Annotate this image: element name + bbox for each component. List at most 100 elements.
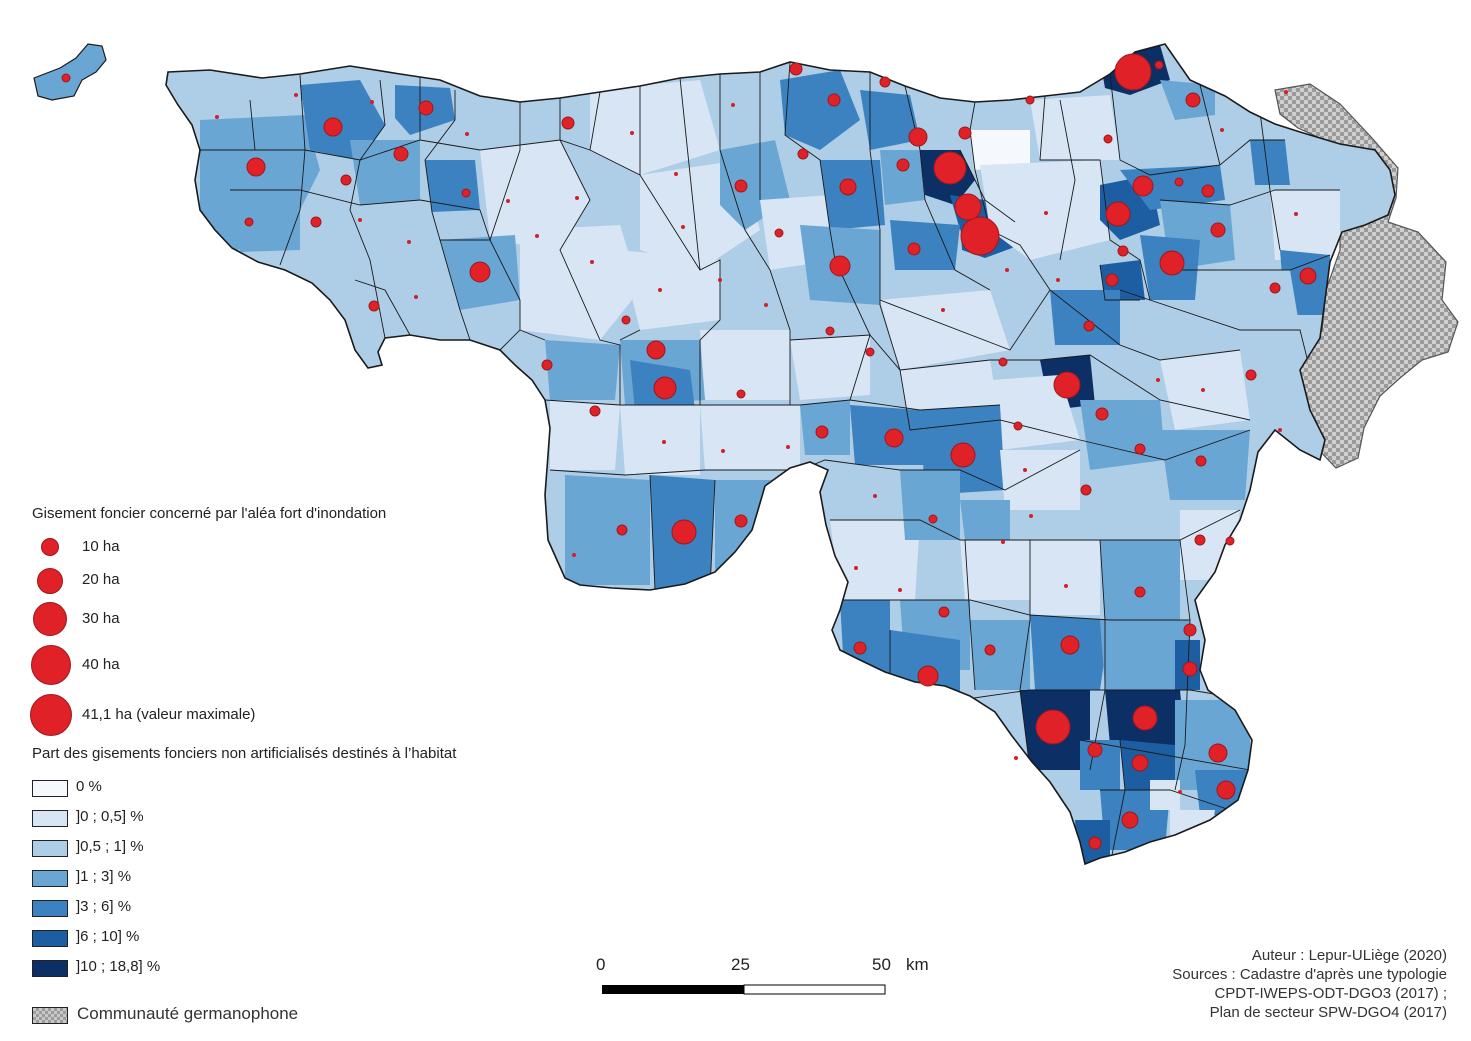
circle xyxy=(1105,273,1119,287)
circle xyxy=(907,242,921,256)
circle xyxy=(1185,92,1201,108)
circle xyxy=(1208,743,1228,763)
legend-swatch xyxy=(32,780,68,797)
circle xyxy=(1083,320,1095,332)
circle xyxy=(789,62,803,76)
legend-circle-max xyxy=(30,694,72,736)
circle xyxy=(839,178,857,196)
flood-circles xyxy=(61,53,1317,850)
circle xyxy=(1121,811,1139,829)
circle xyxy=(896,158,910,172)
legend-class-label: ]6 ; 10] % xyxy=(76,928,140,945)
legend-circle-label: 10 ha xyxy=(82,538,120,555)
legend-swatch xyxy=(32,870,68,887)
circle xyxy=(1201,184,1215,198)
circle xyxy=(1088,836,1102,850)
circle-legend: 10 ha 20 ha 30 ha 40 ha 41,1 ha (valeur … xyxy=(30,530,350,740)
circle xyxy=(1216,780,1236,800)
circle xyxy=(1183,623,1197,637)
circle xyxy=(954,193,982,221)
circle xyxy=(469,261,491,283)
circle xyxy=(1225,536,1235,546)
circle xyxy=(774,228,784,238)
scale-label-25: 25 xyxy=(731,955,750,974)
circle xyxy=(1154,60,1164,70)
circle xyxy=(1299,267,1317,285)
circle xyxy=(1087,742,1103,758)
exclave-comines xyxy=(33,43,107,101)
legend-class-label: ]10 ; 18,8] % xyxy=(76,958,161,975)
circle xyxy=(340,174,352,186)
circle xyxy=(884,428,904,448)
germanophone-swatch xyxy=(32,1007,68,1024)
legend-swatch xyxy=(32,930,68,947)
circle xyxy=(1159,250,1185,276)
circle xyxy=(1134,443,1146,455)
circle xyxy=(1195,455,1207,467)
circle xyxy=(561,116,575,130)
circle xyxy=(621,315,631,325)
credits-author: Auteur : Lepur-ULiège (2020) xyxy=(1251,947,1447,964)
circle xyxy=(1269,282,1281,294)
circle xyxy=(461,188,471,198)
circle xyxy=(616,524,628,536)
circle xyxy=(825,326,835,336)
circle xyxy=(933,151,967,185)
scale-label-50: 50 xyxy=(872,955,891,974)
scale-unit: km xyxy=(906,955,929,974)
circle xyxy=(653,376,677,400)
circle xyxy=(671,519,697,545)
circle xyxy=(1174,177,1184,187)
circle xyxy=(368,300,380,312)
circle xyxy=(938,606,950,618)
credits-sources-2: CPDT-IWEPS-ODT-DGO3 (2017) ; xyxy=(1214,985,1447,1002)
legend-circle-label: 30 ha xyxy=(82,610,120,627)
legend-circle-label: 41,1 ha (valeur maximale) xyxy=(82,706,256,723)
legend-circle-30 xyxy=(33,602,67,636)
circle xyxy=(1035,709,1071,745)
legend-swatch xyxy=(32,840,68,857)
credits-sources-3: Plan de secteur SPW-DGO4 (2017) xyxy=(1209,1004,1447,1021)
circle xyxy=(879,76,891,88)
legend-circle-10 xyxy=(41,538,59,556)
legend-swatch xyxy=(32,810,68,827)
scale-bar xyxy=(602,984,886,995)
circle xyxy=(1095,407,1109,421)
circle xyxy=(908,127,928,147)
circle xyxy=(827,93,841,107)
circle xyxy=(950,442,976,468)
circle xyxy=(646,340,666,360)
circle xyxy=(865,347,875,357)
legend-swatch xyxy=(32,900,68,917)
legend-circle-40 xyxy=(31,645,71,685)
circle xyxy=(815,425,829,439)
circle xyxy=(246,157,266,177)
circle xyxy=(1105,201,1131,227)
circle xyxy=(1025,95,1035,105)
circle xyxy=(323,117,343,137)
legend-class-label: ]1 ; 3] % xyxy=(76,868,132,885)
circle xyxy=(998,357,1008,367)
legend-class-label: ]0 ; 0,5] % xyxy=(76,808,144,825)
circle xyxy=(1053,371,1081,399)
legend-class-label: 0 % xyxy=(76,778,102,795)
circle xyxy=(393,146,409,162)
circle xyxy=(958,126,972,140)
circle xyxy=(1210,222,1226,238)
circle xyxy=(541,359,553,371)
commune-boundaries xyxy=(200,61,1340,864)
scale-label-0: 0 xyxy=(596,955,606,974)
legend-swatch xyxy=(32,960,68,977)
circle xyxy=(829,255,851,277)
circle xyxy=(1080,484,1092,496)
legend-class-label: ]3 ; 6] % xyxy=(76,898,132,915)
circle xyxy=(589,405,601,417)
legend-circle-20 xyxy=(37,568,63,594)
circle xyxy=(1132,175,1154,197)
circle xyxy=(917,665,939,687)
circle xyxy=(244,217,254,227)
circle xyxy=(734,179,748,193)
circle xyxy=(960,216,1000,256)
circle-legend-title: Gisement foncier concerné par l'aléa for… xyxy=(32,505,387,522)
